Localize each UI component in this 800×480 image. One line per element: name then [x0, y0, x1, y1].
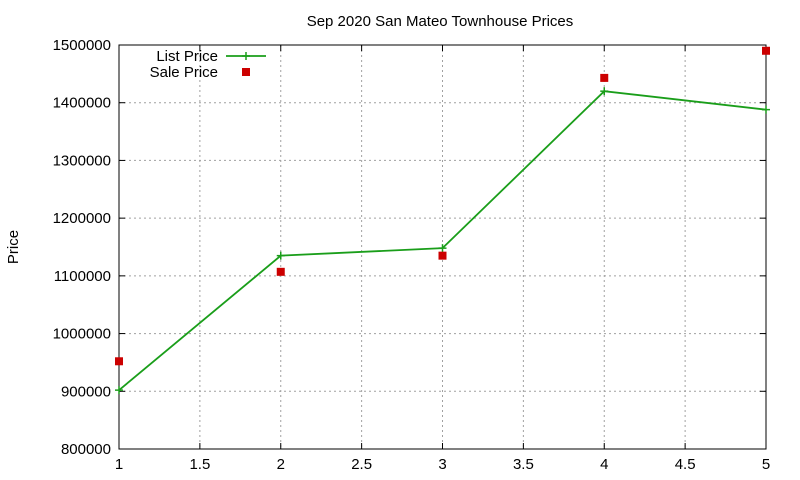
- y-tick-label: 1300000: [53, 152, 111, 169]
- y-tick-label: 1000000: [53, 326, 111, 343]
- legend-item: List Price: [156, 48, 266, 65]
- series-list-price: [115, 87, 770, 395]
- x-tick-label: 3.5: [513, 456, 534, 473]
- y-axis-label: Price: [5, 230, 22, 264]
- x-tick-label: 2: [277, 456, 285, 473]
- x-tick-label: 3: [438, 456, 446, 473]
- x-tick-label: 4: [600, 456, 608, 473]
- x-tick-label: 1: [115, 456, 123, 473]
- data-point: [762, 105, 770, 114]
- legend-item: Sale Price: [150, 64, 250, 81]
- y-tick-label: 1400000: [53, 95, 111, 112]
- y-tick-label: 1200000: [53, 210, 111, 227]
- plot-frame: [118, 44, 767, 450]
- axes: 800000 900000 1000000 1100000 1200000 1300000…: [53, 37, 771, 473]
- series-layer: [115, 46, 770, 395]
- data-point: [276, 267, 285, 276]
- data-point: [276, 251, 285, 260]
- legend-marker: [242, 68, 250, 76]
- x-tick-label: 5: [762, 456, 770, 473]
- y-tick-label: 1500000: [53, 37, 111, 54]
- data-point: [600, 73, 609, 82]
- series-sale-price: [115, 46, 770, 366]
- data-point: [115, 386, 123, 395]
- y-tick-label: 800000: [61, 441, 111, 458]
- legend-marker: [242, 52, 250, 60]
- data-point: [115, 357, 123, 366]
- legend-label: Sale Price: [150, 64, 218, 81]
- x-tick-label: 4.5: [675, 456, 696, 473]
- data-point: [438, 244, 447, 253]
- legend-label: List Price: [156, 48, 218, 65]
- x-tick-label: 2.5: [351, 456, 372, 473]
- chart-title: Sep 2020 San Mateo Townhouse Prices: [307, 13, 574, 30]
- data-point: [438, 251, 447, 260]
- y-tick-label: 1100000: [54, 268, 111, 285]
- data-point: [600, 87, 609, 96]
- y-tick-label: 900000: [61, 383, 111, 400]
- data-point: [762, 46, 770, 55]
- x-tick-label: 1.5: [189, 456, 210, 473]
